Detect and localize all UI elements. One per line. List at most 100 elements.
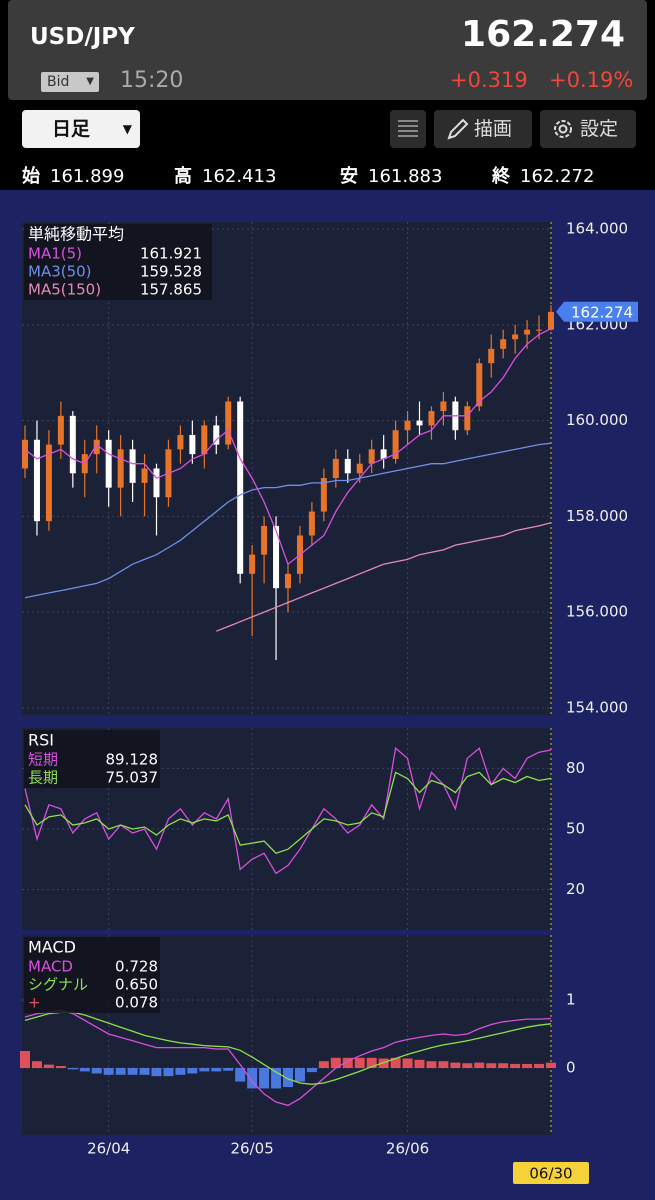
candle-body: [285, 573, 291, 589]
legend-background: [24, 224, 212, 300]
legend-value: 161.921: [140, 245, 202, 263]
histogram-bar: [294, 1068, 305, 1082]
legend-title: MACD: [28, 938, 76, 957]
ohlc-label: 始: [22, 166, 40, 187]
y-tick-label: 0: [566, 1059, 576, 1077]
histogram-bar: [402, 1058, 413, 1069]
histogram-bar: [67, 1068, 78, 1070]
symbol[interactable]: USD/JPY: [30, 24, 135, 50]
candle-body: [201, 425, 208, 455]
draw-button[interactable]: 描画: [434, 110, 532, 148]
legend-value: 0.728: [115, 958, 158, 976]
candle-body: [177, 434, 184, 450]
draw-label: 描画: [474, 118, 513, 140]
ohlc-item: 高 162.413: [174, 162, 276, 188]
y-tick-label: 160.000: [566, 411, 628, 429]
chart: 154.000156.000158.000160.000162.000164.0…: [0, 190, 655, 1200]
dropdown-arrow: ▼: [122, 122, 132, 136]
legend-name: MA1(5): [28, 245, 82, 263]
pencil-icon: [447, 118, 469, 140]
legend-name: MA5(150): [28, 281, 101, 299]
y-tick-label: 154.000: [566, 698, 628, 716]
candle-body: [33, 439, 40, 522]
histogram-bar: [211, 1068, 222, 1072]
quote-header: USD/JPY 162.274 Bid ▼ 15:20 +0.319 +0.19%: [8, 0, 647, 100]
ohlc-item: 終 162.272: [492, 162, 594, 188]
histogram-bar: [20, 1051, 30, 1069]
candle-body: [57, 415, 64, 445]
legend-name: MACD: [28, 958, 73, 976]
candle-body: [117, 449, 124, 488]
y-tick-label: 80: [566, 759, 585, 777]
histogram-bar: [139, 1068, 150, 1075]
dropdown-arrow: ▼: [86, 76, 94, 87]
candle-body: [500, 339, 507, 349]
candle-body: [380, 449, 387, 459]
histogram-bar: [366, 1057, 377, 1069]
histogram-bar: [414, 1059, 425, 1069]
candle-body: [332, 458, 339, 479]
histogram-bar: [486, 1063, 497, 1069]
legend-value: 159.528: [140, 263, 202, 281]
indicator-line: [24, 328, 552, 566]
histogram-bar: [199, 1068, 210, 1072]
histogram-bar: [259, 1068, 270, 1089]
candle-body: [22, 439, 28, 469]
list-button[interactable]: [390, 110, 426, 148]
legend-value: 0.650: [115, 976, 158, 994]
quote-type[interactable]: Bid ▼: [41, 72, 99, 92]
candle-body: [416, 420, 423, 426]
indicator-line: [24, 771, 552, 854]
list-icon: [398, 120, 418, 137]
candle-body: [225, 401, 232, 445]
candle-body: [320, 478, 327, 512]
histogram-bar: [175, 1068, 186, 1075]
candle-body: [392, 430, 399, 459]
price: 162.274: [461, 14, 625, 55]
candle-body: [440, 401, 447, 412]
period-label: 日足: [52, 118, 91, 140]
time: 15:20: [120, 68, 184, 93]
legend-name: +: [28, 994, 41, 1012]
histogram-bar: [43, 1064, 54, 1069]
candle-body: [548, 311, 554, 330]
indicator-line: [24, 442, 552, 599]
histogram-bar: [91, 1068, 102, 1074]
ohlc-label: 安: [340, 166, 358, 187]
histogram-bar: [474, 1062, 485, 1069]
settings-label: 設定: [580, 118, 619, 140]
ohlc-value: 161.899: [50, 166, 125, 187]
histogram-bar: [283, 1068, 293, 1088]
legend-background: [24, 730, 160, 788]
candle-body: [213, 425, 220, 445]
candle-body: [368, 449, 375, 464]
histogram-bar: [318, 1061, 329, 1069]
histogram-bar: [438, 1061, 449, 1069]
histogram-bar: [390, 1057, 401, 1069]
candle-body: [69, 415, 76, 474]
histogram-bar: [235, 1068, 246, 1082]
change-percent: +0.19%: [549, 68, 634, 92]
candle-body: [237, 401, 244, 574]
y-tick-label: 164.000: [566, 220, 628, 238]
indicator-line: [24, 746, 552, 875]
x-tick-label: 26/05: [231, 1140, 274, 1158]
histogram-bar: [522, 1063, 533, 1069]
indicator-line: [24, 1009, 552, 1107]
date-cursor-label: 06/30: [529, 1165, 572, 1183]
histogram-bar: [31, 1061, 42, 1069]
candle-body: [344, 458, 351, 474]
indicator-line: [24, 1011, 552, 1085]
histogram-bar: [330, 1057, 341, 1069]
histogram-bar: [79, 1068, 90, 1072]
histogram-bar: [462, 1063, 473, 1069]
candle-body: [512, 334, 519, 340]
legend-name: シグナル: [28, 976, 88, 994]
histogram-bar: [426, 1061, 437, 1069]
price-tag-label: 162.274: [571, 303, 633, 321]
settings-button[interactable]: 設定: [540, 110, 636, 148]
candle-body: [536, 329, 543, 331]
legend-name: MA3(50): [28, 263, 92, 281]
period-button[interactable]: 日足 ▼: [22, 110, 140, 148]
